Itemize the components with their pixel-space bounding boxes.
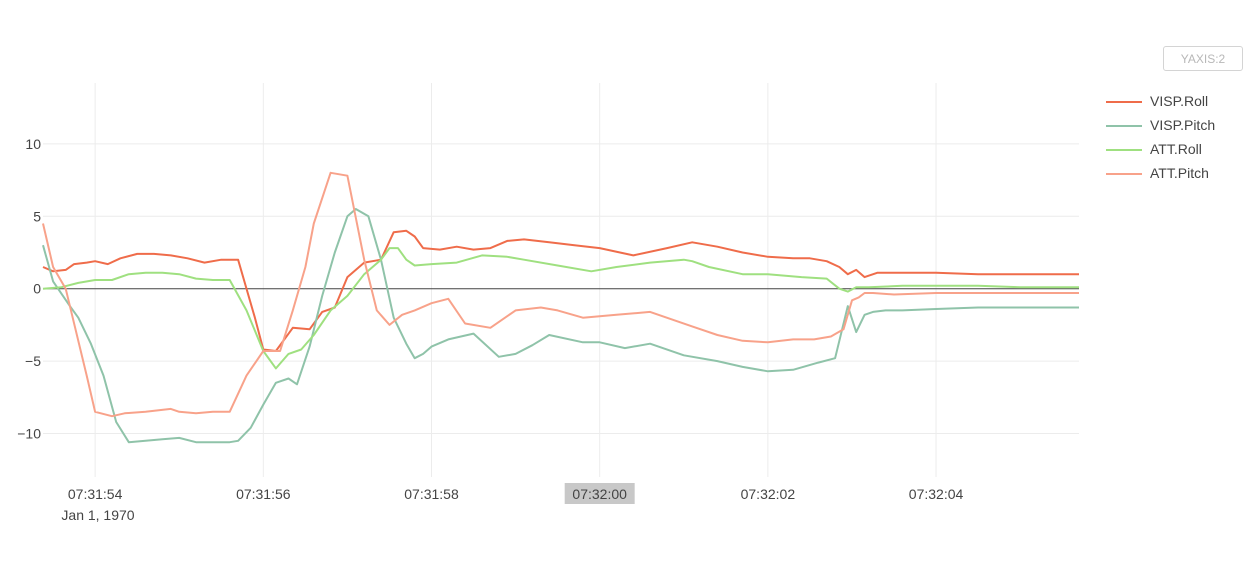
- grid-lines: [43, 83, 1079, 477]
- y-tick-label: 5: [33, 208, 41, 224]
- legend-swatch: [1106, 173, 1142, 175]
- x-axis-date-label: Jan 1, 1970: [61, 507, 134, 523]
- series-lines: [42, 171, 1079, 444]
- legend-label: VISP.Pitch: [1150, 117, 1216, 133]
- x-axis-ticks: 07:31:54 07:31:56 07:31:58 07:32:00 07:32:02…: [68, 483, 964, 504]
- series-line-att-roll: [42, 247, 1079, 370]
- legend-swatch: [1106, 101, 1142, 103]
- legend-label: ATT.Roll: [1150, 141, 1202, 157]
- legend-label: VISP.Roll: [1150, 93, 1209, 109]
- x-tick-label: 07:32:04: [909, 486, 964, 502]
- y-axis-ticks: 10 5 0 −5 −10: [17, 136, 41, 442]
- legend-swatch: [1106, 149, 1142, 151]
- legend-swatch: [1106, 125, 1142, 127]
- x-tick-highlight: [564, 483, 635, 504]
- legend-label: ATT.Pitch: [1150, 165, 1209, 181]
- series-line-visp-roll: [42, 229, 1079, 352]
- x-tick-label: 07:31:56: [236, 486, 291, 502]
- x-tick-label: 07:32:02: [741, 486, 796, 502]
- series-line-att-pitch: [42, 171, 1079, 418]
- yaxis-toggle-button[interactable]: YAXIS:2: [1163, 46, 1243, 71]
- y-tick-label: −5: [25, 353, 41, 369]
- series-line-visp-pitch: [42, 208, 1079, 444]
- y-tick-label: −10: [17, 426, 41, 442]
- y-tick-label: 0: [33, 281, 41, 297]
- x-tick-label: 07:31:58: [404, 486, 459, 502]
- x-tick-label: 07:32:00: [572, 486, 627, 502]
- x-tick-label: 07:31:54: [68, 486, 123, 502]
- y-tick-label: 10: [25, 136, 41, 152]
